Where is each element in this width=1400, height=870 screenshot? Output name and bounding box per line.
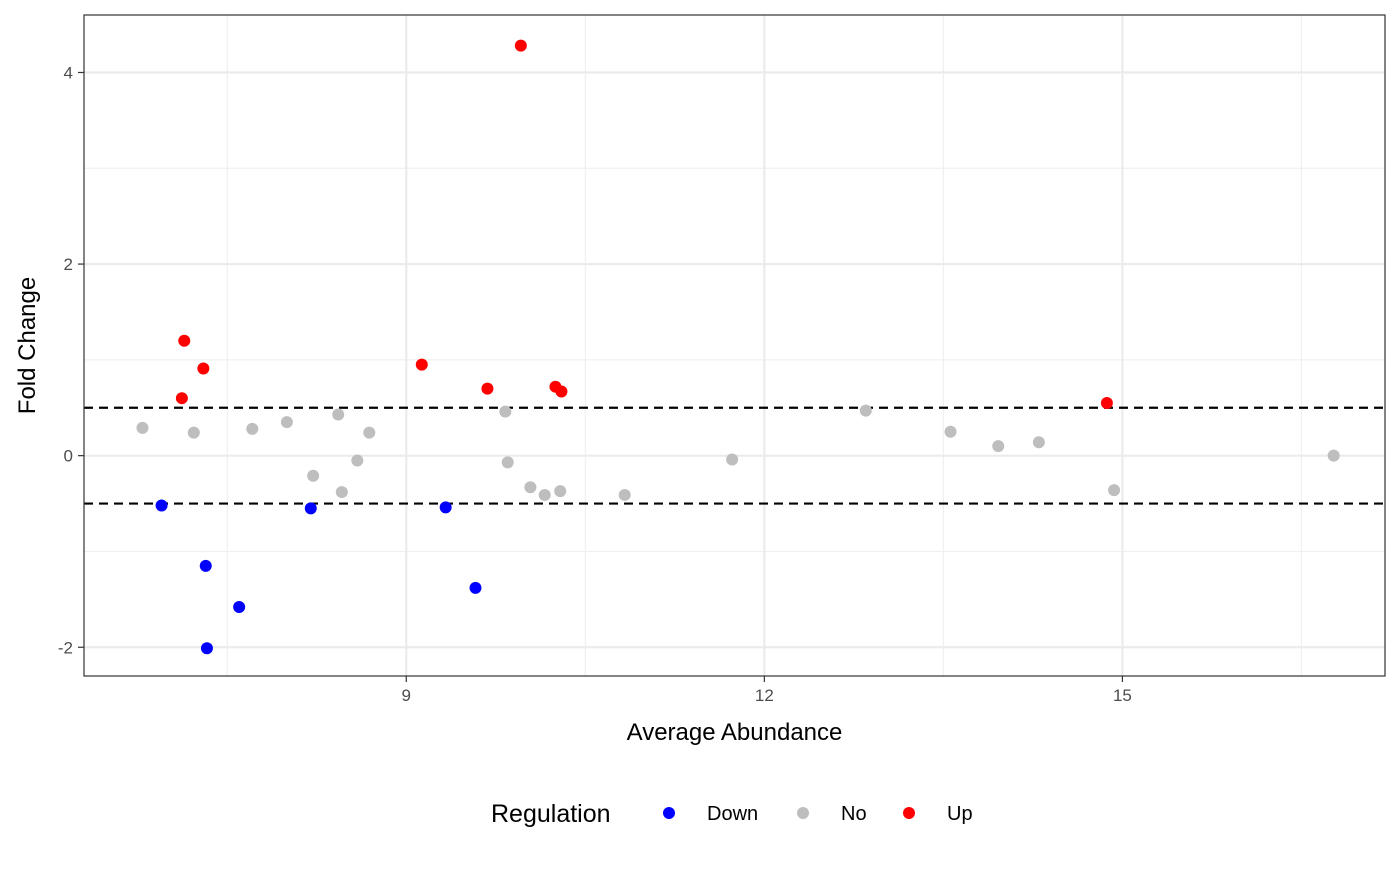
y-tick-label: 4: [64, 63, 73, 82]
point-no: [187, 426, 200, 439]
point-up: [175, 392, 188, 405]
point-no: [726, 453, 739, 466]
point-down: [469, 581, 482, 594]
point-no: [538, 488, 551, 501]
point-down: [233, 601, 246, 614]
point-no: [992, 440, 1005, 453]
point-up: [555, 385, 568, 398]
point-no: [859, 404, 872, 417]
point-no: [280, 416, 293, 429]
point-no: [1032, 436, 1045, 449]
axis-ticks: 9 12 15 -2 0 2 4: [58, 63, 1132, 705]
point-down: [304, 502, 317, 515]
panel-border: [83, 14, 1386, 677]
point-up: [481, 382, 494, 395]
grid-lines: [84, 15, 1385, 676]
x-tick-label: 15: [1113, 686, 1132, 705]
point-no: [554, 485, 567, 498]
y-axis-title: Fold Change: [14, 277, 41, 414]
legend-key-down: [663, 807, 675, 819]
point-down: [439, 501, 452, 514]
data-points: [136, 39, 1340, 655]
point-no: [246, 422, 259, 435]
legend-label-up: Up: [947, 803, 973, 825]
x-axis-title: Average Abundance: [627, 719, 843, 746]
point-up: [415, 358, 428, 371]
point-no: [363, 426, 376, 439]
point-down: [200, 642, 213, 655]
y-tick-label: 2: [64, 255, 73, 274]
point-up: [1100, 396, 1113, 409]
legend-label-no: No: [841, 803, 867, 825]
x-tick-label: 9: [402, 686, 411, 705]
point-no: [524, 481, 537, 494]
reference-lines: [84, 406, 1385, 505]
legend-title: Regulation: [491, 800, 611, 828]
point-up: [514, 39, 527, 52]
point-no: [307, 469, 320, 482]
point-no: [1108, 484, 1121, 497]
point-no: [1327, 449, 1340, 462]
point-no: [332, 408, 345, 421]
legend-key-no: [797, 807, 809, 819]
point-no: [351, 454, 364, 467]
point-no: [499, 405, 512, 418]
point-no: [335, 486, 348, 499]
y-tick-label: -2: [58, 638, 73, 657]
point-no: [501, 456, 514, 469]
legend-key-up: [903, 807, 915, 819]
point-up: [178, 334, 191, 347]
point-down: [199, 559, 212, 572]
point-no: [136, 421, 149, 434]
legend-label-down: Down: [707, 803, 758, 825]
point-no: [618, 488, 631, 501]
x-tick-label: 12: [755, 686, 774, 705]
point-down: [155, 499, 168, 512]
point-up: [197, 362, 210, 375]
legend: Regulation Down No Up: [491, 800, 973, 828]
y-tick-label: 0: [64, 447, 73, 466]
point-no: [944, 425, 957, 438]
